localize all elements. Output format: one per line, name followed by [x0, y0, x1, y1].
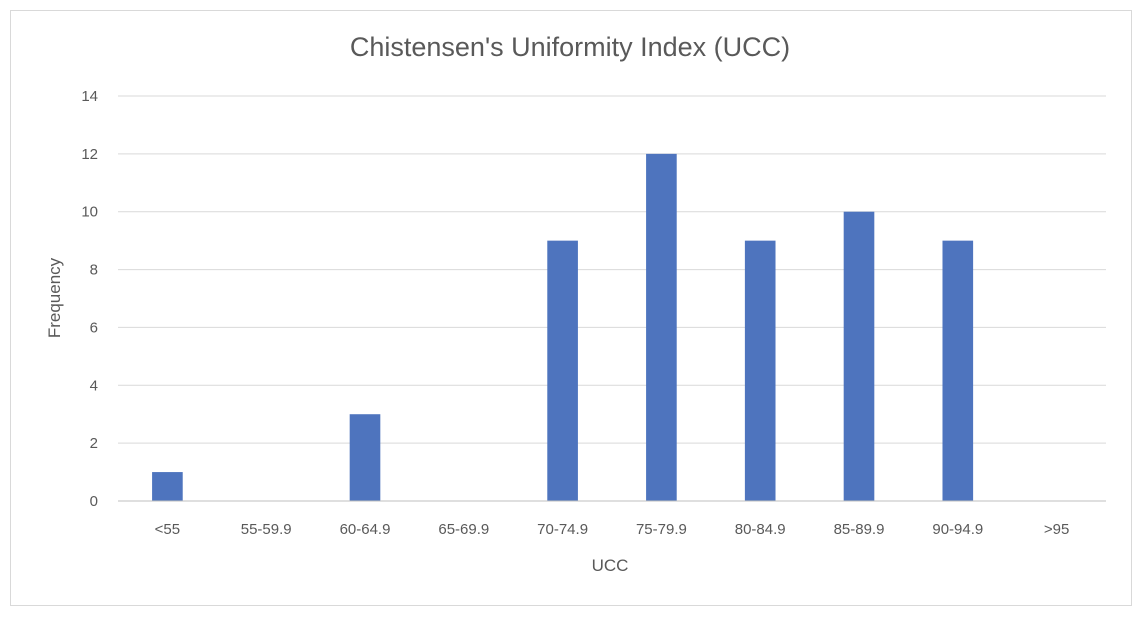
x-axis-title: UCC: [592, 556, 629, 575]
y-tick-label: 6: [90, 319, 98, 336]
y-tick-label: 10: [81, 204, 98, 221]
y-tick-label: 4: [90, 377, 98, 394]
y-tick-label: 12: [81, 146, 98, 163]
x-tick-label: 80-84.9: [735, 521, 786, 538]
x-tick-label: 75-79.9: [636, 521, 687, 538]
bar: [547, 240, 578, 501]
x-tick-label: 60-64.9: [340, 521, 391, 538]
y-axis-ticks: 0 2 4 6 8 10 12 14: [81, 88, 98, 510]
bar: [843, 211, 875, 501]
bar: [152, 472, 183, 501]
x-tick-label: 90-94.9: [932, 521, 983, 538]
bar: [646, 153, 677, 501]
y-tick-label: 0: [90, 493, 98, 510]
y-axis-title: Frequency: [45, 257, 64, 338]
chart-title: Chistensen's Uniformity Index (UCC): [350, 32, 790, 62]
bar: [942, 240, 974, 501]
x-tick-label: <55: [155, 521, 180, 538]
y-tick-label: 2: [90, 435, 98, 452]
x-tick-label: 85-89.9: [834, 521, 885, 538]
bars: [152, 153, 974, 501]
x-tick-label: >95: [1044, 521, 1069, 538]
bar: [744, 240, 776, 501]
x-axis-ticks: <55 55-59.9 60-64.9 65-69.9 70-74.9 75-79.9 80…: [155, 521, 1070, 538]
y-tick-label: 8: [90, 262, 98, 279]
x-tick-label: 65-69.9: [438, 521, 489, 538]
gridlines: [118, 95, 1106, 444]
y-tick-label: 14: [81, 88, 98, 105]
bar: [349, 414, 381, 501]
x-tick-label: 55-59.9: [241, 521, 292, 538]
x-tick-label: 70-74.9: [537, 521, 588, 538]
